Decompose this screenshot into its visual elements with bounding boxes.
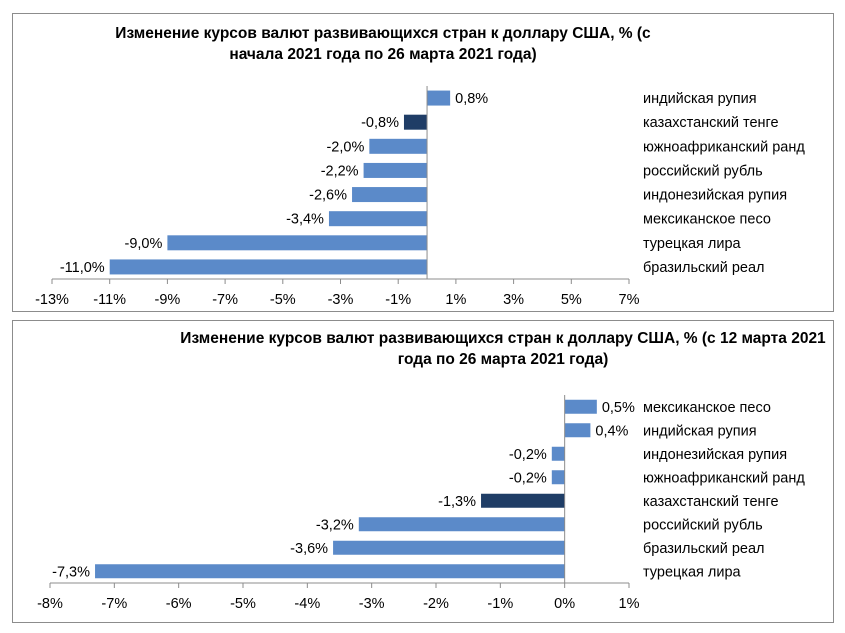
x-tick-label-1-7: 1%	[445, 292, 466, 308]
category-label-2-7: турецкая лира	[643, 564, 742, 580]
x-tick-label-2-7: -1%	[487, 596, 513, 612]
x-tick-label-1-4: -5%	[270, 292, 296, 308]
data-label-1-0: 0,8%	[455, 91, 488, 107]
bar-1-4	[352, 187, 428, 203]
x-tick-label-2-8: 0%	[554, 596, 575, 612]
chart-title-2: Изменение курсов валют развивающихся стр…	[180, 330, 826, 368]
category-label-1-4: индонезийская рупия	[643, 188, 787, 204]
bar-2-2	[551, 446, 565, 461]
data-label-1-1: -0,8%	[361, 115, 399, 131]
category-label-2-2: индонезийская рупия	[643, 447, 787, 463]
bar-1-1	[403, 114, 428, 130]
category-label-2-6: бразильский реал	[643, 541, 765, 557]
data-label-1-5: -3,4%	[286, 212, 324, 228]
bar-chart-1: 0,8% индийская рупия -0,8% казахстанский те…	[35, 86, 805, 308]
category-label-2-0: мексиканское песо	[643, 400, 771, 416]
chart-title-1: Изменение курсов валют развивающихся стр…	[115, 25, 651, 63]
data-label-2-1: 0,4%	[595, 423, 628, 439]
x-tick-label-1-5: -3%	[328, 292, 354, 308]
x-tick-label-2-9: 1%	[619, 596, 640, 612]
bar-1-0	[427, 90, 451, 106]
chart-panel-1: Изменение курсов валют развивающихся стр…	[12, 13, 834, 312]
category-label-2-5: российский рубль	[643, 517, 763, 533]
x-tick-label-2-4: -4%	[294, 596, 320, 612]
x-tick-label-2-3: -5%	[230, 596, 256, 612]
x-tick-label-1-2: -9%	[155, 292, 181, 308]
chart-panel-2: Изменение курсов валют развивающихся стр…	[12, 320, 834, 623]
x-tick-label-1-10: 7%	[619, 292, 640, 308]
data-label-2-5: -3,2%	[316, 517, 354, 533]
category-label-2-4: казахстанский тенге	[643, 494, 779, 510]
category-label-1-5: мексиканское песо	[643, 212, 771, 228]
category-label-1-2: южноафриканский ранд	[643, 139, 805, 155]
data-label-2-4: -1,3%	[438, 494, 476, 510]
category-label-1-6: турецкая лира	[643, 236, 742, 252]
x-tick-label-2-0: -8%	[37, 596, 63, 612]
bar-chart-2: 0,5% мексиканское песо 0,4% индийская рупия…	[37, 395, 805, 612]
x-tick-label-1-3: -7%	[212, 292, 238, 308]
x-tick-label-2-6: -2%	[423, 596, 449, 612]
category-label-2-3: южноафриканский ранд	[643, 470, 805, 486]
data-label-2-7: -7,3%	[52, 564, 90, 580]
category-label-1-7: бразильский реал	[643, 260, 765, 276]
x-tick-label-2-2: -6%	[166, 596, 192, 612]
data-label-1-4: -2,6%	[309, 188, 347, 204]
data-label-2-6: -3,6%	[290, 541, 328, 557]
data-label-1-3: -2,2%	[321, 163, 359, 179]
category-label-1-3: российский рубль	[643, 163, 763, 179]
data-label-1-7: -11,0%	[60, 260, 105, 276]
x-tick-label-2-1: -7%	[101, 596, 127, 612]
bar-1-7	[109, 259, 428, 275]
bar-1-5	[328, 211, 428, 227]
x-tick-label-1-0: -13%	[35, 292, 69, 308]
x-tick-label-1-1: -11%	[93, 292, 126, 308]
x-tick-label-1-9: 5%	[561, 292, 582, 308]
bar-1-3	[363, 162, 428, 178]
bar-2-7	[95, 564, 565, 579]
bar-1-2	[369, 138, 428, 154]
category-label-2-1: индийская рупия	[643, 423, 757, 439]
bar-2-0	[564, 399, 597, 414]
category-label-1-1: казахстанский тенге	[643, 115, 779, 131]
x-tick-label-2-5: -3%	[359, 596, 385, 612]
bar-1-6	[167, 235, 428, 251]
data-label-2-2: -0,2%	[509, 447, 547, 463]
bar-2-5	[358, 517, 565, 532]
category-label-1-0: индийская рупия	[643, 91, 757, 107]
data-label-2-3: -0,2%	[509, 470, 547, 486]
data-label-1-2: -2,0%	[326, 139, 364, 155]
bar-2-1	[564, 423, 591, 438]
x-tick-label-1-6: -1%	[385, 292, 411, 308]
data-label-1-6: -9,0%	[125, 236, 163, 252]
bar-2-6	[333, 540, 565, 555]
x-tick-label-1-8: 3%	[503, 292, 524, 308]
bar-2-4	[481, 493, 565, 508]
data-label-2-0: 0,5%	[602, 400, 635, 416]
bar-2-3	[551, 470, 565, 485]
